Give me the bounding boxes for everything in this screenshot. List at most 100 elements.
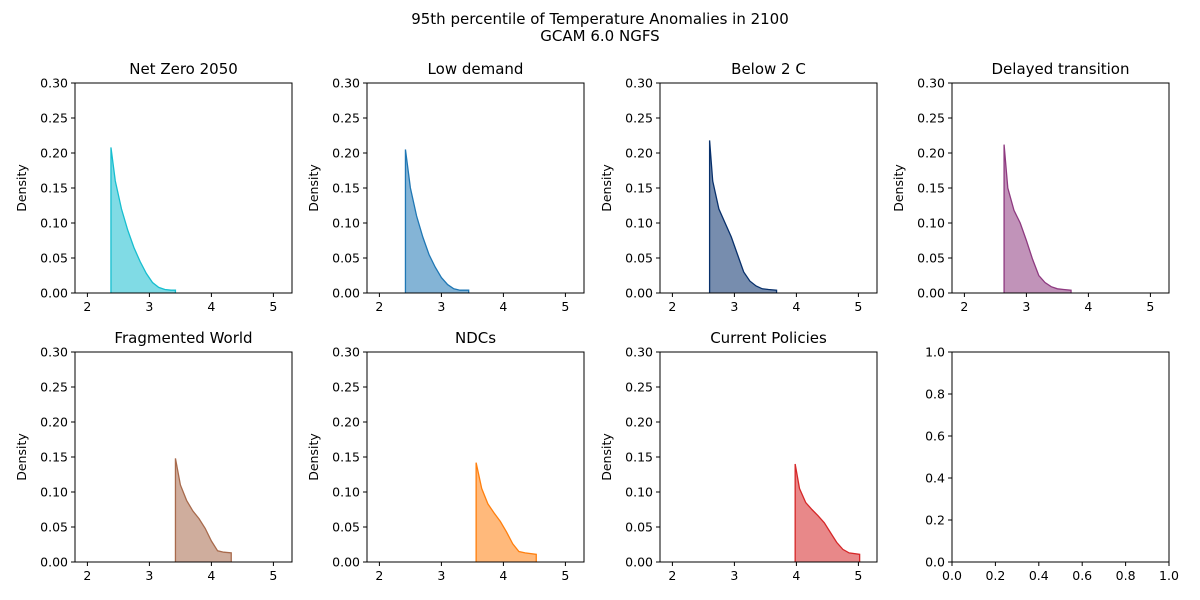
y-tick-label: 0.6 <box>925 429 945 444</box>
y-tick-label: 0.10 <box>332 216 360 231</box>
x-tick-label: 2 <box>668 299 676 314</box>
y-tick-label: 0.00 <box>917 286 945 301</box>
panel-title: Fragmented World <box>114 329 252 347</box>
density-area <box>795 464 860 562</box>
x-tick-label: 0.2 <box>985 568 1005 583</box>
density-line <box>110 147 177 293</box>
y-tick-label: 0.25 <box>625 111 653 126</box>
density-area <box>709 140 777 293</box>
y-tick-label: 0.30 <box>917 76 945 91</box>
y-tick-label: 0.10 <box>917 216 945 231</box>
panel-6: Current Policies 0.00 0.05 0.10 0.15 0.20 0.25… <box>599 329 878 583</box>
panel-5: NDCs 0.00 0.05 0.10 0.15 0.20 0.25 0.30 2 3 4 5 Dens… <box>306 329 585 583</box>
y-tick-label: 0.30 <box>332 345 360 360</box>
y-axis-label: Density <box>599 164 614 212</box>
x-tick-label: 2 <box>960 299 968 314</box>
y-axis-label: Density <box>599 433 614 481</box>
y-tick-label: 0.20 <box>625 415 653 430</box>
x-tick-label: 4 <box>207 299 215 314</box>
y-tick-label: 0.05 <box>332 520 360 535</box>
x-tick-label: 5 <box>854 299 862 314</box>
y-tick-label: 0.30 <box>40 345 68 360</box>
density-line <box>708 140 778 293</box>
x-tick-label: 4 <box>792 299 800 314</box>
y-tick-label: 0.15 <box>40 450 68 465</box>
panel-7: 0.0 0.2 0.4 0.6 0.8 1.0 0.0 0.2 0.4 0.6 0.8 1.0 <box>925 345 1179 584</box>
y-tick-label: 0.20 <box>332 415 360 430</box>
x-tick-label: 3 <box>437 299 445 314</box>
axes-frame <box>74 82 293 294</box>
figure-title-line2: GCAM 6.0 NGFS <box>540 27 659 45</box>
y-tick-label: 0.10 <box>332 485 360 500</box>
y-tick-label: 0.0 <box>925 555 945 570</box>
x-tick-label: 4 <box>207 568 215 583</box>
x-tick-label: 2 <box>375 568 383 583</box>
y-axis-label: Density <box>306 433 321 481</box>
y-tick-label: 0.25 <box>332 111 360 126</box>
x-tick-label: 0.8 <box>1116 568 1136 583</box>
y-tick-label: 0.00 <box>625 286 653 301</box>
density-area <box>476 462 537 562</box>
y-tick-label: 0.4 <box>925 471 945 486</box>
y-tick-label: 0.30 <box>40 76 68 91</box>
axes-frame <box>366 82 585 294</box>
density-line <box>1003 144 1072 293</box>
x-tick-label: 4 <box>792 568 800 583</box>
density-area <box>405 149 469 293</box>
y-axis-label: Density <box>14 433 29 481</box>
x-tick-label: 5 <box>561 568 569 583</box>
y-tick-label: 0.05 <box>40 251 68 266</box>
y-tick-label: 0.25 <box>40 111 68 126</box>
y-tick-label: 0.15 <box>332 181 360 196</box>
x-tick-label: 0.4 <box>1029 568 1049 583</box>
panel-2: Below 2 C 0.00 0.05 0.10 0.15 0.20 0.25 0.30 2 3 4… <box>599 60 878 314</box>
y-tick-label: 0.25 <box>40 380 68 395</box>
y-tick-label: 0.05 <box>625 251 653 266</box>
panel-1: Low demand 0.00 0.05 0.10 0.15 0.20 0.25 0.30 2 3… <box>306 60 585 314</box>
y-tick-label: 0.2 <box>925 513 945 528</box>
y-tick-label: 0.15 <box>917 181 945 196</box>
panel-3: Delayed transition 0.00 0.05 0.10 0.15 0.20 0.… <box>891 60 1170 314</box>
y-tick-label: 0.10 <box>40 485 68 500</box>
y-tick-label: 0.15 <box>625 181 653 196</box>
panel-title: NDCs <box>455 329 496 347</box>
x-tick-label: 5 <box>854 568 862 583</box>
panel-title: Below 2 C <box>731 60 806 78</box>
y-tick-label: 0.30 <box>625 345 653 360</box>
y-tick-label: 0.15 <box>40 181 68 196</box>
x-tick-label: 3 <box>1022 299 1030 314</box>
x-tick-label: 1.0 <box>1159 568 1179 583</box>
axes-frame <box>659 82 878 294</box>
y-tick-label: 0.10 <box>625 216 653 231</box>
x-tick-label: 0.0 <box>942 568 962 583</box>
y-tick-label: 0.20 <box>917 146 945 161</box>
axes-frame <box>659 351 878 563</box>
x-tick-label: 3 <box>145 568 153 583</box>
y-tick-label: 0.00 <box>332 555 360 570</box>
y-tick-label: 0.10 <box>625 485 653 500</box>
panel-title: Current Policies <box>710 329 827 347</box>
y-tick-label: 0.20 <box>332 146 360 161</box>
panel-title: Low demand <box>428 60 524 78</box>
x-tick-label: 5 <box>269 568 277 583</box>
y-tick-label: 0.20 <box>625 146 653 161</box>
y-tick-label: 0.10 <box>40 216 68 231</box>
y-axis-label: Density <box>306 164 321 212</box>
y-tick-label: 0.30 <box>625 76 653 91</box>
panel-title: Delayed transition <box>992 60 1130 78</box>
x-tick-label: 2 <box>668 568 676 583</box>
density-line <box>404 149 470 293</box>
panels: Net Zero 20500.000.050.100.150.200.250.3… <box>14 60 1179 583</box>
x-tick-label: 3 <box>730 299 738 314</box>
y-tick-label: 0.00 <box>332 286 360 301</box>
x-tick-label: 4 <box>499 568 507 583</box>
y-tick-label: 0.05 <box>625 520 653 535</box>
axes-frame <box>951 82 1170 294</box>
y-tick-label: 0.00 <box>625 555 653 570</box>
y-tick-label: 0.00 <box>40 555 68 570</box>
figure-title-line1: 95th percentile of Temperature Anomalies… <box>411 10 789 28</box>
y-tick-label: 0.30 <box>332 76 360 91</box>
panel-4: Fragmented World 0.00 0.05 0.10 0.15 0.20 0.25… <box>14 329 293 583</box>
y-axis-label: Density <box>891 164 906 212</box>
